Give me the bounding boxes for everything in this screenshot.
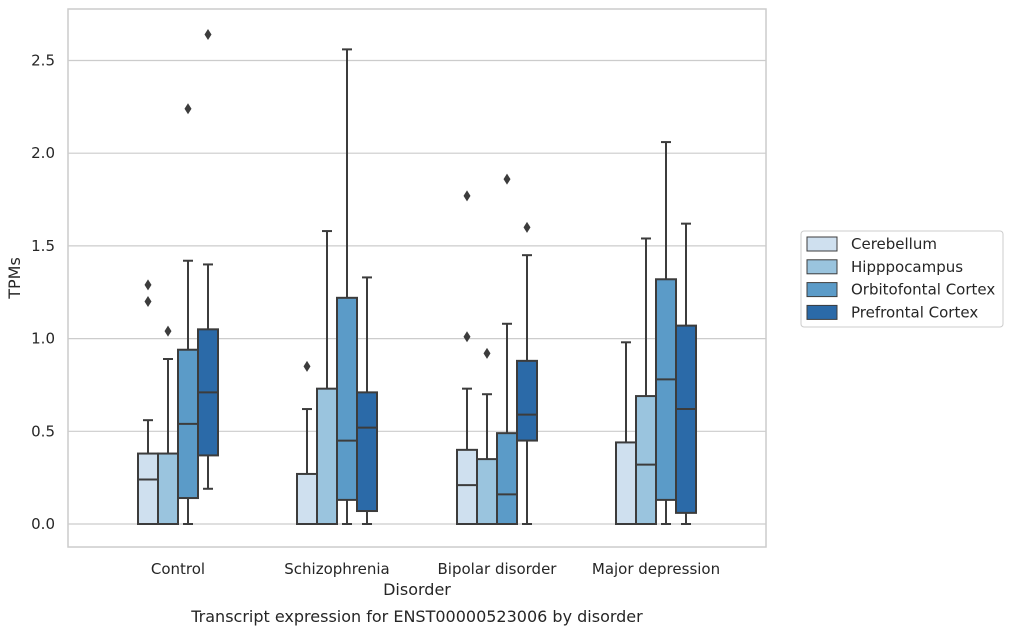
y-tick-label: 0.5: [31, 422, 55, 440]
box-plot: [655, 141, 677, 525]
y-tick-label: 2.5: [31, 52, 55, 70]
x-tick-label: Schizophrenia: [284, 560, 389, 578]
box: [137, 452, 159, 526]
outlier-marker: [303, 360, 311, 372]
y-tick-label: 0.0: [31, 515, 55, 533]
y-axis-ticks: 0.0 0.5 1.0 1.5 2.0 2.5: [31, 52, 55, 534]
outlier-marker: [483, 347, 491, 359]
box: [655, 278, 677, 501]
box: [316, 387, 338, 525]
box-plot: [137, 279, 159, 526]
legend-label: Prefrontal Cortex: [851, 303, 978, 321]
box-plot: [516, 221, 538, 525]
legend-label: Cerebellum: [851, 235, 937, 253]
box: [615, 441, 637, 526]
y-tick-label: 1.5: [31, 237, 55, 255]
legend-label: Orbitofontal Cortex: [851, 281, 995, 299]
box: [336, 296, 358, 501]
box: [496, 432, 518, 525]
legend-swatch: [806, 304, 838, 320]
x-tick-label: Major depression: [592, 560, 720, 578]
box-plot: [456, 190, 478, 525]
legend-swatch: [806, 236, 838, 252]
box: [675, 324, 697, 514]
box-plot: [336, 48, 358, 525]
box: [356, 391, 378, 513]
y-axis-label: TPMs: [5, 257, 24, 300]
y-tick-label: 1.0: [31, 330, 55, 348]
x-tick-label: Control: [151, 560, 205, 578]
box: [516, 359, 538, 442]
outlier-marker: [144, 279, 152, 291]
box-plot: [675, 222, 697, 525]
box: [635, 395, 657, 526]
chart-caption: Transcript expression for ENST0000052300…: [190, 607, 643, 626]
box-plot: [496, 173, 518, 525]
legend: Cerebellum Hipppocampus Orbitofontal Corte…: [800, 230, 1004, 328]
outlier-marker: [164, 325, 172, 337]
outlier-marker: [503, 173, 511, 185]
x-tick-label: Bipolar disorder: [438, 560, 558, 578]
box: [476, 458, 498, 525]
box: [456, 448, 478, 525]
plot-frame: [67, 8, 767, 548]
box-plot: [615, 341, 637, 526]
legend-label: Hipppocampus: [851, 258, 963, 276]
box-series: [137, 29, 697, 526]
outlier-marker: [523, 221, 531, 233]
x-axis-label: Disorder: [383, 580, 451, 599]
box-plot: [197, 29, 219, 490]
outlier-marker: [463, 331, 471, 343]
box-plot: [356, 276, 378, 525]
legend-swatch: [806, 282, 838, 298]
outlier-marker: [144, 296, 152, 308]
legend-frame: [800, 230, 1004, 328]
legend-swatch: [806, 259, 838, 275]
y-tick-label: 2.0: [31, 144, 55, 162]
outlier-marker: [184, 103, 192, 115]
outlier-marker: [204, 29, 212, 41]
outlier-marker: [463, 190, 471, 202]
x-axis-ticks: Control Schizophrenia Bipolar disorder Majo…: [151, 560, 720, 578]
box: [157, 452, 179, 526]
box: [296, 472, 318, 525]
